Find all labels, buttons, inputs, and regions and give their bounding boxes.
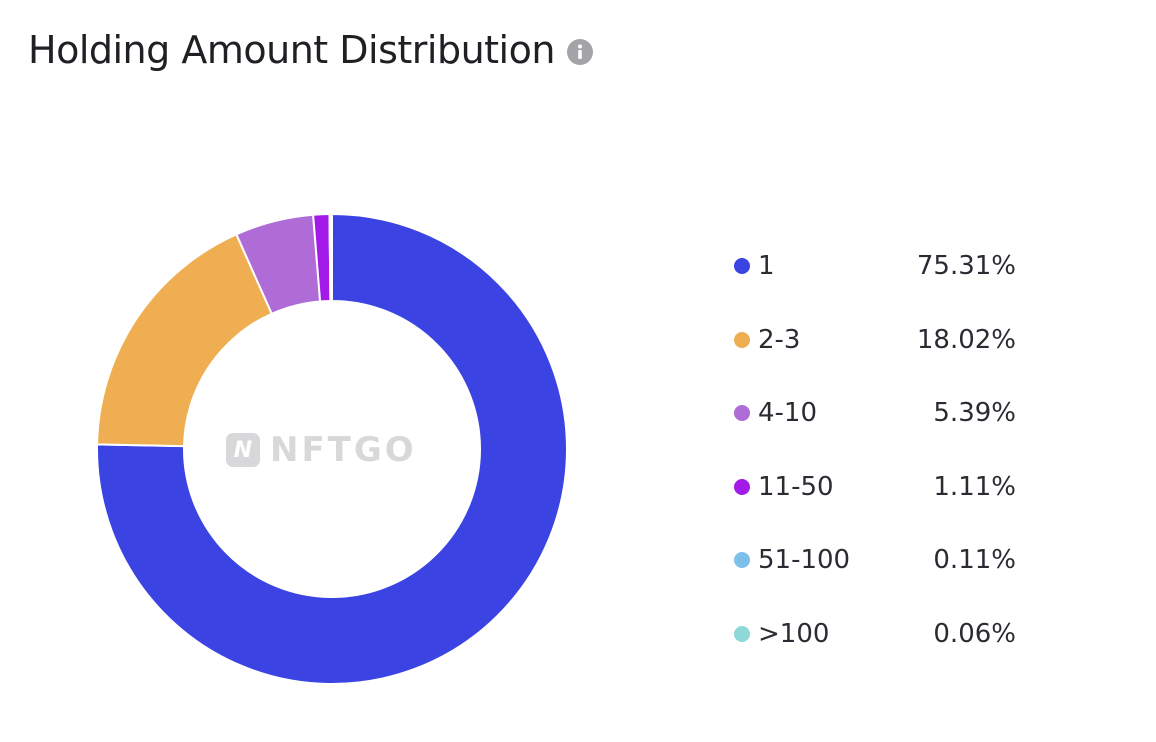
legend-dot [734,405,750,422]
nftgo-watermark: N NFTGO [226,430,417,470]
legend-value: 0.11% [933,545,1016,576]
info-icon[interactable] [566,39,593,65]
donut-slices [96,212,568,685]
legend-value: 75.31% [916,251,1016,281]
legend-label: 2-3 [758,324,801,355]
legend-label: >100 [758,618,830,649]
nftgo-watermark-text: NFTGO [270,430,417,470]
legend-value: 0.06% [933,618,1016,649]
legend-item-4-10[interactable]: 4-10 5.39% [730,384,1030,442]
chart-legend: 1 75.31% 2-3 18.02% 4-10 5.39% 11-50 1.11% 51-10… [730,237,1030,679]
donut-slice-2-3[interactable] [96,233,274,448]
legend-dot [734,478,750,495]
legend-item-2-3[interactable]: 2-3 18.02% [730,311,1030,369]
legend-value: 18.02% [916,324,1016,355]
legend-value: 5.39% [933,398,1016,429]
legend-dot [734,258,750,274]
legend-value: 1.11% [933,471,1016,502]
legend-label: 51-100 [758,545,851,576]
chart-header: Holding Amount Distribution [28,22,593,78]
legend-dot [734,625,750,642]
legend-item-51-100[interactable]: 51-100 0.11% [730,531,1030,589]
donut-slice-1[interactable] [96,212,568,685]
chart-title: Holding Amount Distribution [28,28,555,72]
legend-item-1[interactable]: 1 75.31% [730,237,1030,295]
legend-dot [734,552,750,569]
legend-item-11-50[interactable]: 11-50 1.11% [730,458,1030,516]
nftgo-logo-icon: N [226,433,260,467]
legend-item-gt100[interactable]: >100 0.06% [730,605,1030,663]
legend-label: 11-50 [758,471,834,502]
legend-label: 1 [758,251,775,281]
legend-dot [734,331,750,348]
legend-label: 4-10 [758,398,818,429]
donut-slice-gt100[interactable] [330,212,333,303]
